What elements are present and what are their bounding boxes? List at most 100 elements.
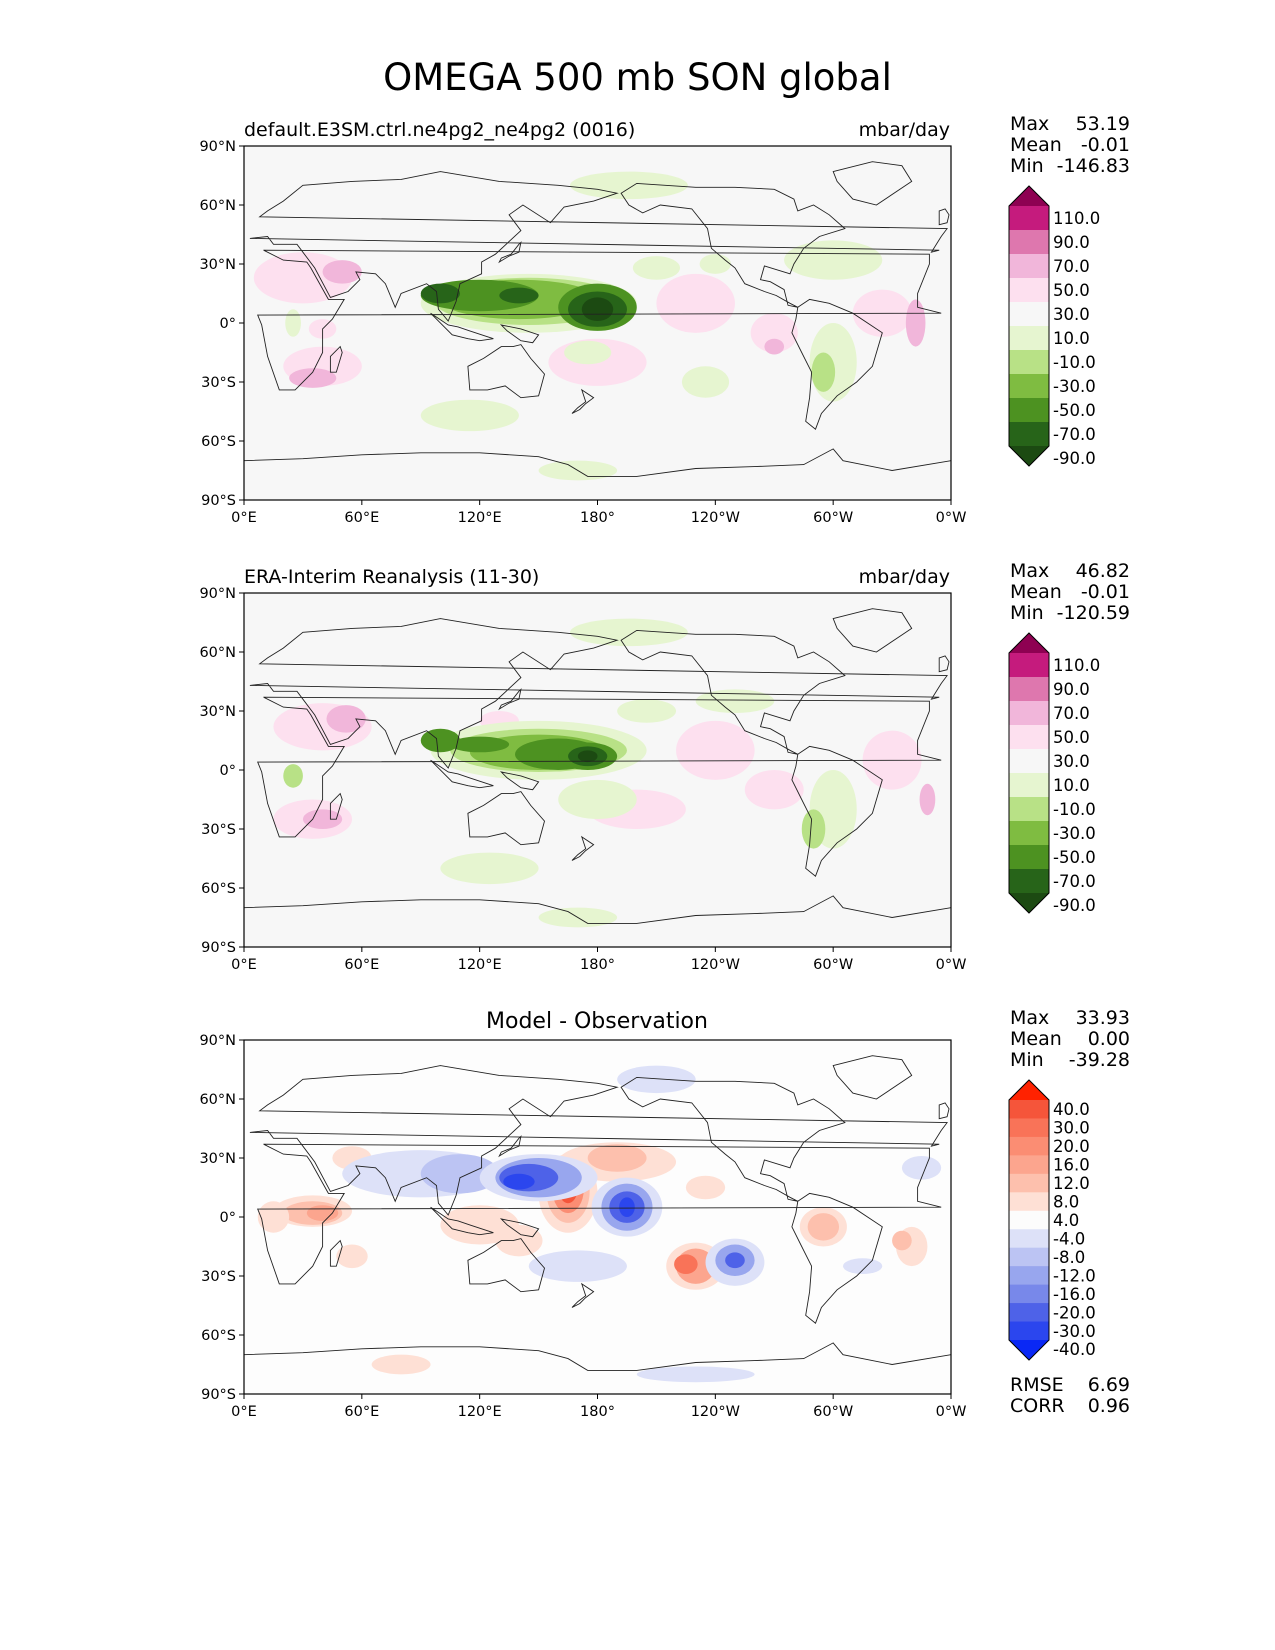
antarctica-coast (244, 1342, 951, 1371)
contour-region (699, 254, 732, 274)
contour-region (285, 309, 301, 337)
colorbar-tick-label: 70.0 (1053, 704, 1090, 723)
contour-region (784, 240, 883, 280)
lon-tick-label: 120°E (458, 957, 502, 973)
colorbar-tick-label: 90.0 (1053, 680, 1090, 699)
colorbar-tick-label: 70.0 (1053, 257, 1090, 276)
madagascar-outline (329, 345, 343, 373)
lat-tick-label: 60°N (199, 645, 236, 661)
uk-outline (938, 1102, 950, 1120)
contour-region (564, 340, 612, 365)
australia-outline (467, 344, 545, 399)
map-model: 90°N 60°N 30°N 0° 30°S 60°S 90°S0°E 60°E 120°E 18… (199, 139, 966, 526)
south-america-outline (791, 1192, 883, 1324)
colorbar-segment (1009, 797, 1049, 822)
contour-region (764, 338, 785, 355)
contour-region (503, 1173, 535, 1190)
contour-region (919, 783, 936, 816)
colorbar-tick-label: 10.0 (1053, 329, 1090, 348)
colorbar-segment (1009, 1247, 1049, 1267)
colorbar-extend-max (1009, 633, 1049, 653)
colorbar-segment (1009, 1266, 1049, 1286)
colorbar-segment (1009, 1192, 1049, 1212)
colorbar-tick-label: -20.0 (1053, 1303, 1096, 1322)
contour-region (636, 1366, 755, 1383)
lon-tick-label: 0°E (231, 1404, 257, 1420)
contour-fill-layer (253, 171, 926, 481)
contour-region (685, 1175, 726, 1200)
antarctica-coast (244, 448, 951, 477)
colorbar-segment (1009, 326, 1049, 351)
colorbar-tick-label: 110.0 (1053, 209, 1100, 228)
contour-region (617, 699, 677, 723)
lon-tick-label: 60°W (813, 510, 853, 526)
stat-min-value: -39.28 (1068, 1049, 1130, 1071)
africa-outline (257, 1143, 942, 1285)
japan-outline (498, 688, 522, 711)
stat-max-value: 53.19 (1075, 113, 1130, 135)
colorbar-tick-label: -30.0 (1053, 377, 1096, 396)
contour-region (811, 352, 836, 392)
eurasia-outline (249, 618, 948, 769)
contour-region (420, 728, 461, 753)
stat-mean-value: 0.00 (1087, 1028, 1130, 1050)
indonesia-outline (430, 312, 494, 342)
indonesia-outline (430, 1206, 494, 1236)
colorbar-segment (1009, 773, 1049, 798)
contour-region (420, 283, 461, 304)
new-zealand-outline (571, 1282, 595, 1308)
africa-outline (257, 696, 942, 838)
stat-min-label: Min (1010, 155, 1044, 177)
contour-region (676, 720, 755, 780)
uk-outline (938, 655, 950, 673)
lon-tick-label: 180° (580, 1404, 615, 1420)
australia-outline (467, 1238, 545, 1293)
contour-region (695, 689, 775, 713)
colorbar-tick-label: -70.0 (1053, 872, 1096, 891)
lon-tick-label: 0°W (936, 957, 967, 973)
stat-max-label: Max (1010, 1007, 1050, 1029)
contour-region (420, 1154, 500, 1194)
stat-mean-label: Mean (1010, 134, 1062, 156)
colorbar-tick-label: -50.0 (1053, 401, 1096, 420)
colorbar-segment (1009, 653, 1049, 678)
colorbar-segment (1009, 701, 1049, 726)
panel-units: mbar/day (858, 566, 950, 588)
colorbar-extend-max (1009, 1080, 1049, 1100)
lat-tick-label: 0° (220, 316, 236, 332)
colorbar-tick-label: 30.0 (1053, 752, 1090, 771)
contour-fill-layer (257, 1065, 942, 1383)
lon-tick-label: 180° (580, 510, 615, 526)
colorbar-segment (1009, 422, 1049, 447)
greenland-outline (832, 608, 913, 653)
lat-tick-label: 60°S (201, 434, 236, 450)
contour-region (495, 1224, 543, 1257)
contour-region (528, 1250, 627, 1282)
colorbar-tick-label: 50.0 (1053, 281, 1090, 300)
lat-tick-label: 60°N (199, 198, 236, 214)
lon-tick-label: 120°E (458, 510, 502, 526)
stat-min-label: Min (1010, 602, 1044, 624)
new-zealand-outline (571, 388, 595, 414)
contour-region (257, 1201, 290, 1233)
stat-mean-label: Mean (1010, 581, 1062, 603)
contour-region (801, 809, 826, 849)
colorbar-tick-label: 40.0 (1053, 1100, 1090, 1119)
colorbar-model: 110.0 90.0 70.0 50.0 30.0 10.0 -10.0 -30.0 -50.0… (1008, 185, 1106, 475)
colorbar-tick-label: 30.0 (1053, 305, 1090, 324)
lat-tick-label: 90°S (201, 1387, 236, 1403)
lat-tick-label: 30°S (201, 1269, 236, 1285)
colorbar-extend-max (1009, 186, 1049, 206)
colorbar-tick-label: 12.0 (1053, 1174, 1090, 1193)
indonesia-outline (430, 759, 494, 789)
colorbar-segment (1009, 821, 1049, 846)
colorbar-segment (1009, 845, 1049, 870)
contour-region (440, 852, 539, 885)
colorbar-segment (1009, 749, 1049, 774)
colorbar-segment (1009, 374, 1049, 399)
stat-min-label: Min (1010, 1049, 1044, 1071)
colorbar-tick-label: 30.0 (1053, 1119, 1090, 1138)
colorbar-tick-label: -30.0 (1053, 824, 1096, 843)
contour-fill-layer (273, 618, 936, 928)
contour-region (450, 736, 510, 753)
